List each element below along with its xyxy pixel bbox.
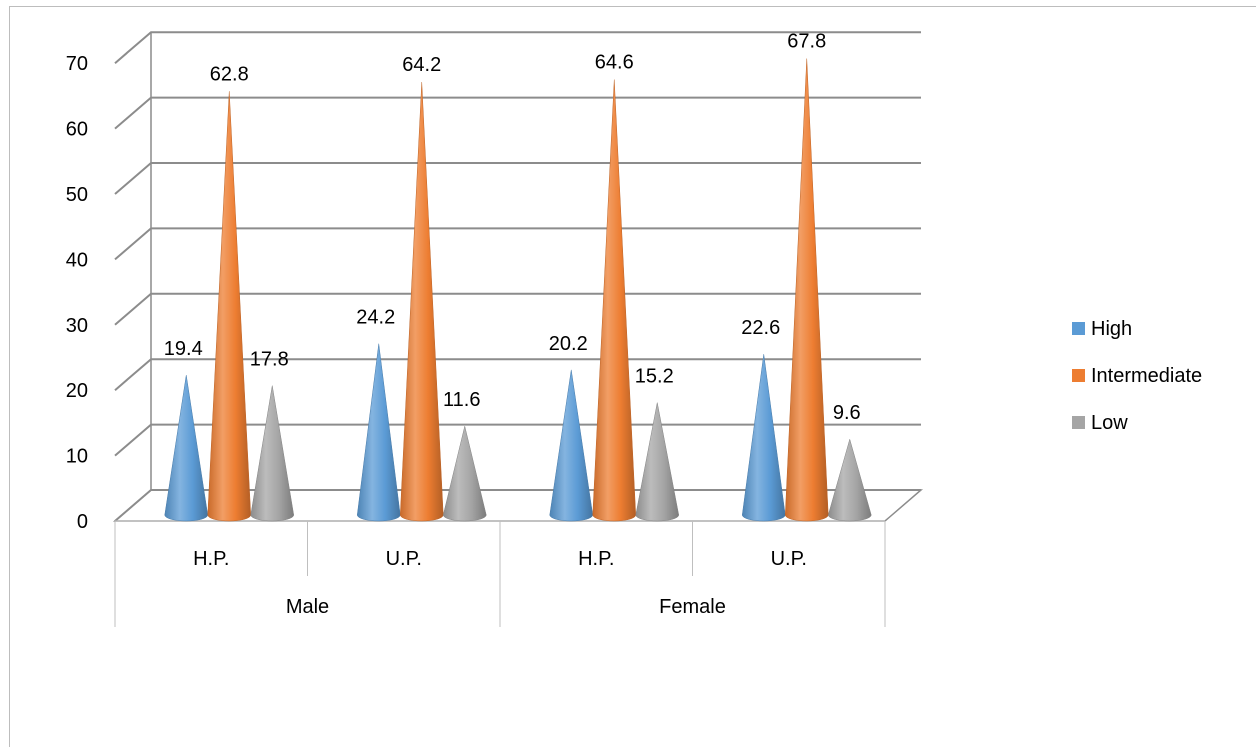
y-tick-label: 30 — [66, 315, 88, 337]
group-label: Female — [659, 596, 726, 618]
y-tick-label: 50 — [66, 184, 88, 206]
data-label: 19.4 — [164, 338, 203, 360]
data-label: 64.6 — [595, 52, 634, 74]
category-axis: H.P. U.P. H.P. U.P. Male Female — [114, 520, 886, 627]
data-label: 9.6 — [833, 402, 861, 424]
legend-swatch — [1072, 416, 1085, 429]
data-label: 15.2 — [635, 366, 674, 388]
data-label: 24.2 — [356, 307, 395, 329]
data-label: 67.8 — [787, 31, 826, 53]
gridline — [114, 96, 921, 130]
category-label: U.P. — [386, 548, 422, 570]
cone-low — [442, 426, 487, 522]
data-label: 17.8 — [250, 349, 289, 371]
category-label: H.P. — [193, 548, 229, 570]
data-label: 20.2 — [549, 333, 588, 355]
y-axis: 0 10 20 30 40 50 60 70 — [66, 53, 88, 533]
cone-intermediate — [784, 58, 829, 522]
legend-swatch — [1072, 369, 1085, 382]
cone-intermediate — [592, 79, 637, 522]
data-label: 22.6 — [741, 317, 780, 339]
cone-high — [549, 369, 594, 522]
cone-low — [635, 402, 680, 522]
legend-label: Intermediate — [1091, 365, 1202, 387]
data-label: 11.6 — [443, 389, 480, 411]
cone-intermediate — [399, 82, 444, 522]
cone-high — [164, 375, 209, 522]
cone-low — [827, 438, 872, 522]
data-labels: 19.4 62.8 17.8 24.2 64.2 11.6 20.2 64.6 15.2 22.6… — [164, 31, 861, 425]
legend-label: High — [1091, 318, 1132, 340]
y-tick-label: 0 — [77, 511, 88, 533]
cone-high — [741, 354, 786, 522]
y-tick-label: 40 — [66, 249, 88, 271]
legend: High Intermediate Low — [1072, 318, 1202, 434]
legend-item-low: Low — [1072, 412, 1128, 434]
data-label: 64.2 — [402, 54, 441, 76]
cone-low — [250, 385, 295, 522]
category-label: U.P. — [771, 548, 807, 570]
cone-high — [356, 343, 401, 522]
plot-area — [164, 58, 872, 522]
data-label: 62.8 — [210, 63, 249, 85]
y-tick-label: 20 — [66, 380, 88, 402]
legend-swatch — [1072, 322, 1085, 335]
category-label: H.P. — [578, 548, 614, 570]
gridline — [114, 162, 921, 195]
group-label: Male — [286, 596, 329, 618]
legend-label: Low — [1091, 412, 1128, 434]
cone-intermediate — [207, 91, 252, 522]
y-tick-label: 60 — [66, 119, 88, 141]
gridlines — [112, 31, 924, 522]
y-tick-label: 10 — [66, 446, 88, 468]
legend-item-high: High — [1072, 318, 1132, 340]
y-tick-label: 70 — [66, 53, 88, 75]
chart-frame — [9, 6, 1256, 747]
legend-item-intermediate: Intermediate — [1072, 365, 1202, 387]
